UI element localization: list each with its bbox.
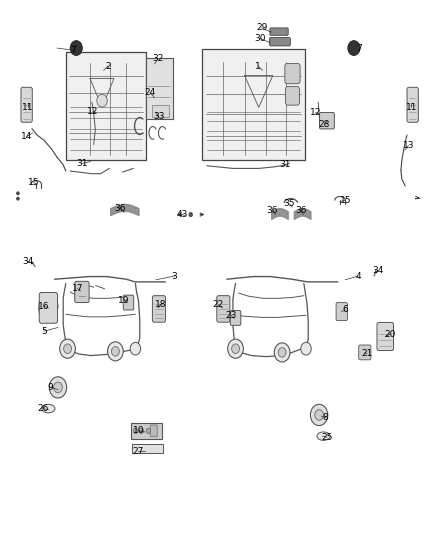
Bar [152, 106, 169, 117]
FancyBboxPatch shape [123, 295, 134, 310]
Text: 34: 34 [23, 257, 34, 265]
FancyBboxPatch shape [407, 87, 418, 122]
Circle shape [133, 428, 138, 433]
Circle shape [60, 339, 75, 358]
Text: 8: 8 [323, 413, 328, 422]
Text: 31: 31 [76, 159, 88, 168]
FancyBboxPatch shape [75, 281, 89, 303]
Text: 14: 14 [21, 132, 32, 141]
Circle shape [348, 41, 360, 55]
Ellipse shape [42, 405, 55, 413]
FancyBboxPatch shape [320, 112, 334, 129]
Text: 22: 22 [212, 300, 224, 309]
FancyBboxPatch shape [336, 303, 347, 320]
Text: 2: 2 [105, 62, 111, 70]
Circle shape [232, 344, 240, 353]
Text: 29: 29 [256, 23, 267, 33]
Text: 43: 43 [177, 210, 188, 219]
FancyBboxPatch shape [39, 293, 57, 323]
FancyBboxPatch shape [377, 322, 393, 351]
Text: 16: 16 [38, 302, 50, 311]
Text: 12: 12 [87, 107, 99, 116]
Text: 6: 6 [343, 305, 348, 314]
Text: 1: 1 [255, 62, 261, 70]
Circle shape [49, 377, 67, 398]
Text: 20: 20 [384, 330, 395, 339]
Circle shape [274, 343, 290, 362]
Circle shape [17, 197, 19, 200]
Bar [66, 52, 146, 160]
FancyBboxPatch shape [269, 37, 290, 46]
Text: 24: 24 [145, 88, 156, 97]
Circle shape [315, 410, 323, 420]
Text: 5: 5 [41, 327, 47, 336]
Ellipse shape [317, 432, 330, 440]
FancyBboxPatch shape [150, 425, 157, 437]
Circle shape [64, 344, 71, 353]
Text: 36: 36 [114, 204, 126, 213]
Bar [146, 58, 173, 119]
Circle shape [70, 41, 82, 55]
Text: 13: 13 [403, 141, 414, 150]
FancyBboxPatch shape [286, 86, 300, 105]
FancyBboxPatch shape [21, 87, 32, 122]
Circle shape [301, 342, 311, 355]
FancyBboxPatch shape [152, 296, 166, 322]
Bar [131, 423, 162, 439]
Circle shape [228, 339, 244, 358]
Circle shape [112, 346, 119, 356]
FancyBboxPatch shape [217, 296, 230, 322]
Text: 19: 19 [118, 296, 130, 305]
Circle shape [146, 428, 151, 433]
FancyBboxPatch shape [230, 311, 241, 325]
Circle shape [97, 94, 107, 107]
Text: 32: 32 [152, 54, 164, 63]
FancyBboxPatch shape [270, 28, 288, 35]
Text: 27: 27 [133, 447, 144, 456]
Text: 3: 3 [172, 271, 177, 280]
Text: 33: 33 [153, 112, 165, 122]
Circle shape [139, 428, 144, 433]
Text: 9: 9 [47, 383, 53, 392]
Text: 21: 21 [361, 350, 373, 359]
Text: 15: 15 [339, 196, 351, 205]
FancyBboxPatch shape [285, 63, 300, 84]
Circle shape [17, 192, 19, 195]
Text: 34: 34 [372, 266, 384, 275]
Ellipse shape [228, 86, 243, 112]
FancyBboxPatch shape [359, 345, 371, 360]
Text: 15: 15 [28, 178, 40, 187]
Text: 12: 12 [310, 108, 321, 117]
Text: 4: 4 [356, 271, 361, 280]
Text: 35: 35 [284, 199, 295, 208]
Text: 7: 7 [356, 44, 362, 53]
Text: 36: 36 [295, 206, 307, 215]
Circle shape [278, 348, 286, 357]
Text: 25: 25 [321, 433, 332, 442]
Text: 11: 11 [406, 103, 417, 112]
Text: 18: 18 [155, 300, 166, 309]
Text: 28: 28 [318, 120, 330, 129]
Circle shape [53, 382, 62, 393]
Text: 10: 10 [133, 426, 144, 435]
Circle shape [108, 342, 123, 361]
Circle shape [311, 405, 328, 425]
Text: 23: 23 [226, 311, 237, 320]
Bar [132, 443, 163, 453]
Text: 26: 26 [37, 404, 49, 413]
Text: 17: 17 [72, 284, 83, 293]
Circle shape [130, 342, 141, 355]
Text: 30: 30 [254, 34, 266, 43]
Text: 11: 11 [22, 103, 33, 112]
Circle shape [189, 213, 192, 216]
Text: 36: 36 [266, 206, 278, 215]
Bar [202, 49, 305, 160]
Text: 7: 7 [71, 46, 76, 55]
Text: 31: 31 [279, 160, 291, 169]
